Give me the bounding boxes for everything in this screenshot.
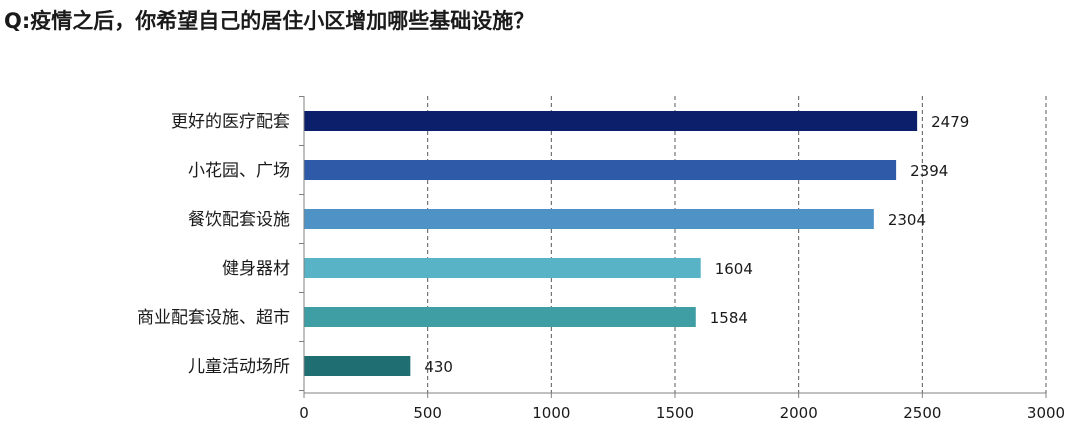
category-label: 健身器材	[222, 259, 290, 279]
x-tick-label: 2000	[780, 404, 818, 422]
value-label: 1604	[715, 260, 753, 278]
x-tick-label: 2500	[903, 404, 941, 422]
x-tick-label: 0	[299, 404, 309, 422]
value-label: 2394	[910, 162, 948, 180]
bar	[304, 209, 874, 229]
value-label: 2479	[931, 113, 969, 131]
category-label: 更好的医疗配套	[171, 112, 290, 132]
category-label: 商业配套设施、超市	[137, 308, 290, 328]
value-label: 2304	[888, 211, 926, 229]
x-tick-label: 500	[413, 404, 442, 422]
bar	[304, 111, 918, 131]
bar	[304, 307, 696, 327]
bar	[304, 258, 701, 278]
chart-title: Q:疫情之后，你希望自己的居住小区增加哪些基础设施？	[4, 9, 535, 33]
category-label: 小花园、广场	[188, 161, 290, 181]
category-label: 儿童活动场所	[188, 357, 290, 377]
x-tick-label: 1500	[656, 404, 694, 422]
bar	[304, 160, 897, 180]
value-label: 1584	[710, 309, 748, 327]
bar	[304, 356, 411, 376]
category-label: 餐饮配套设施	[188, 210, 290, 230]
x-tick-label: 3000	[1027, 404, 1065, 422]
x-tick-label: 1000	[532, 404, 570, 422]
value-label: 430	[424, 358, 453, 376]
